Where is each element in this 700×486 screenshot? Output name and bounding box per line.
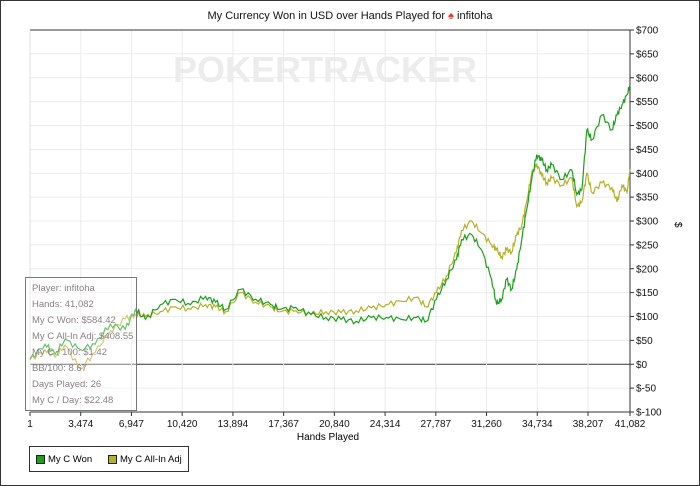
y-tick-label: $200 bbox=[636, 264, 659, 275]
pokerstars-spade-icon: ♠ bbox=[448, 10, 454, 22]
legend-swatch-won bbox=[36, 455, 45, 464]
stat-won: My C Won: $584.42 bbox=[32, 315, 116, 326]
title-prefix: My Currency Won in USD over Hands Played… bbox=[207, 10, 446, 22]
x-tick-label: 1 bbox=[27, 419, 33, 430]
stat-hands: Hands: 41,082 bbox=[32, 299, 94, 310]
y-tick-label: $50 bbox=[636, 336, 653, 347]
x-tick-label: 31,260 bbox=[471, 419, 502, 430]
series-line-allin-adj bbox=[29, 163, 631, 370]
y-tick-label: $-100 bbox=[636, 408, 662, 419]
y-tick-label: $650 bbox=[636, 49, 659, 60]
stat-bb100: BB/100: 8.67 bbox=[32, 363, 87, 374]
y-tick-label: $700 bbox=[636, 26, 659, 37]
y-tick-label: $400 bbox=[636, 169, 659, 180]
legend: My C Won My C All-In Adj bbox=[29, 446, 189, 472]
y-tick-label: $500 bbox=[636, 121, 659, 132]
y-tick-label: $-50 bbox=[636, 384, 656, 395]
stat-per-day: My C / Day: $22.48 bbox=[32, 395, 114, 406]
x-tick-label: 41,082 bbox=[615, 419, 646, 430]
x-tick-label: 27,787 bbox=[421, 419, 452, 430]
series-line-won bbox=[29, 84, 631, 360]
y-tick-label: $0 bbox=[636, 360, 648, 371]
stat-allin-adj: My C All-In Adj: $408.55 bbox=[32, 331, 134, 342]
x-tick-label: 17,367 bbox=[268, 419, 299, 430]
watermark: POKERTRACKER bbox=[173, 49, 477, 90]
y-tick-label: $100 bbox=[636, 312, 659, 323]
x-tick-label: 10,420 bbox=[167, 419, 198, 430]
x-tick-label: 6,947 bbox=[119, 419, 144, 430]
y-tick-label: $600 bbox=[636, 73, 659, 84]
x-tick-label: 20,840 bbox=[319, 419, 350, 430]
y-tick-label: $150 bbox=[636, 288, 659, 299]
legend-swatch-allin-adj bbox=[108, 455, 117, 464]
y-axis-label: $ bbox=[672, 222, 683, 228]
legend-label-allin-adj: My C All-In Adj bbox=[120, 454, 182, 465]
title-player: infitoha bbox=[457, 10, 493, 22]
stat-days: Days Played: 26 bbox=[32, 379, 102, 390]
y-tick-label: $550 bbox=[636, 97, 659, 108]
stats-box: Player: infitoha Hands: 41,082 My C Won:… bbox=[25, 277, 137, 411]
x-axis-label: Hands Played bbox=[296, 432, 360, 443]
chart-title: My Currency Won in USD over Hands Played… bbox=[0, 10, 700, 22]
x-tick-label: 3,474 bbox=[68, 419, 93, 430]
y-tick-label: $300 bbox=[636, 217, 659, 228]
stat-player: Player: infitoha bbox=[32, 283, 95, 294]
y-tick-label: $250 bbox=[636, 240, 659, 251]
legend-item-allin-adj[interactable]: My C All-In Adj bbox=[108, 454, 182, 465]
y-tick-label: $450 bbox=[636, 145, 659, 156]
x-tick-label: 38,207 bbox=[573, 419, 604, 430]
x-tick-label: 34,734 bbox=[522, 419, 553, 430]
x-tick-label: 24,314 bbox=[370, 419, 401, 430]
legend-label-won: My C Won bbox=[48, 454, 93, 465]
stat-per100: My C / 100: $1.42 bbox=[32, 347, 107, 358]
legend-item-won[interactable]: My C Won bbox=[36, 454, 92, 465]
y-tick-label: $350 bbox=[636, 193, 659, 204]
x-tick-label: 13,894 bbox=[218, 419, 249, 430]
